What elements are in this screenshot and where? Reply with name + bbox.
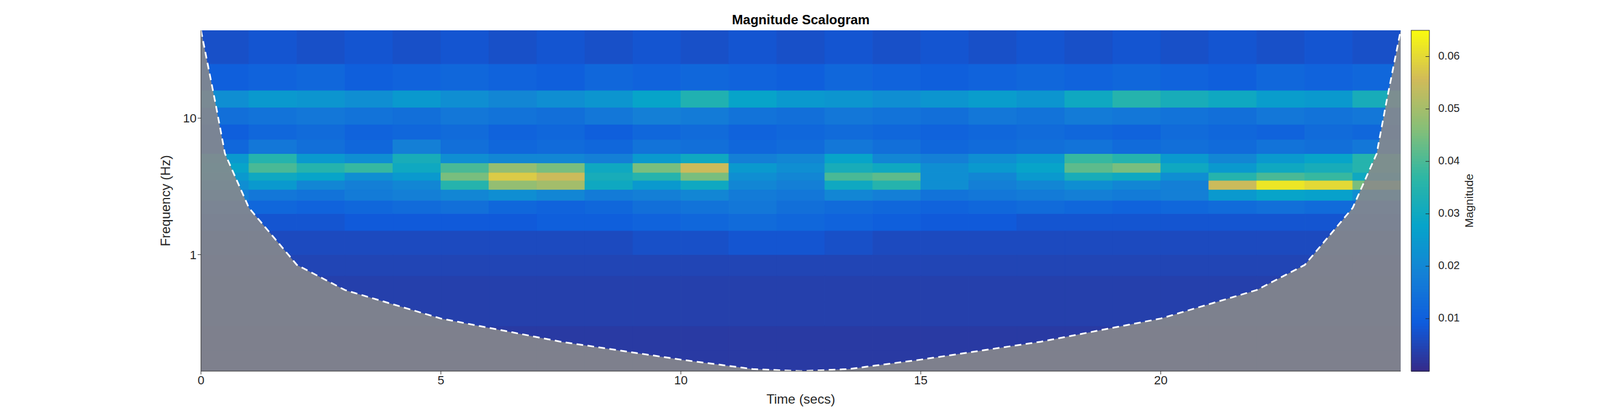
svg-text:0.01: 0.01: [1438, 311, 1460, 325]
html-text:Time (secs): Time (secs): [766, 391, 836, 407]
svg-text:10: 10: [183, 111, 197, 126]
svg-text:1: 1: [189, 248, 197, 263]
svg-text:0.05: 0.05: [1438, 102, 1460, 115]
html-text:Frequency (Hz): Frequency (Hz): [157, 155, 173, 247]
svg-text:10: 10: [674, 373, 688, 388]
svg-text:15: 15: [914, 373, 928, 388]
svg-text:20: 20: [1153, 373, 1168, 388]
html-text:Magnitude Scalogram: Magnitude Scalogram: [731, 12, 870, 28]
svg-text:0.06: 0.06: [1438, 49, 1460, 62]
svg-text:0.02: 0.02: [1438, 259, 1460, 272]
svg-text:5: 5: [437, 373, 444, 388]
svg-text:0.04: 0.04: [1438, 154, 1460, 167]
svg-text:0.03: 0.03: [1438, 207, 1460, 220]
svg-text:Magnitude: Magnitude: [1462, 173, 1476, 229]
svg-text:0: 0: [197, 373, 205, 388]
